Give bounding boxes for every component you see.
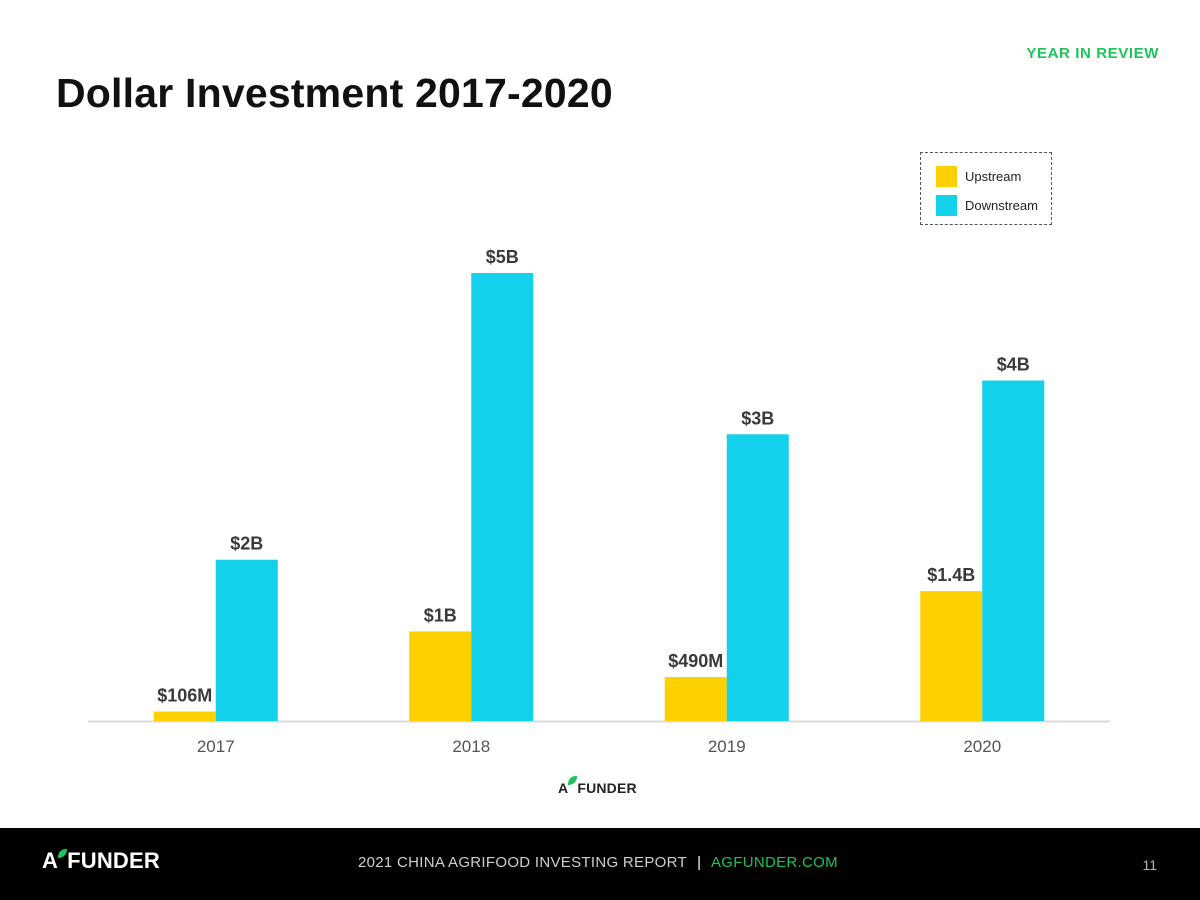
data-label-downstream-2018: $5B [486,247,519,267]
data-label-downstream-2020: $4B [997,355,1030,375]
x-tick-label-2019: 2019 [708,737,746,756]
legend-swatch-upstream [936,165,957,187]
footer-report-title: 2021 CHINA AGRIFOOD INVESTING REPORT [358,854,687,871]
data-label-upstream-2018: $1B [424,605,457,625]
chart-logo-text: FUNDER [577,780,637,796]
chart-logo: A FUNDER [558,775,637,796]
bar-upstream-2017 [153,711,216,721]
chart-logo-letter: A [558,780,569,796]
footer-url-link[interactable]: AGFUNDER.COM [710,854,838,871]
x-tick-label-2020: 2020 [963,737,1001,756]
data-label-upstream-2020: $1.4B [927,565,975,585]
bar-chart: $106M $2B 2017 $1B $5B 2018 $490M $3B 2019 $1.4B $… [88,247,1110,756]
legend-item-upstream: Upstream [936,165,1021,187]
x-tick-label-2018: 2018 [452,737,490,756]
legend-label-downstream: Downstream [965,197,1038,213]
footer-report-line: 2021 CHINA AGRIFOOD INVESTING REPORT | A… [358,854,838,871]
bar-upstream-2019 [664,677,727,721]
bar-downstream-2018 [471,273,534,721]
bar-upstream-2020 [920,591,983,721]
bar-downstream-2020 [982,380,1045,721]
data-label-downstream-2017: $2B [230,534,263,554]
footer-separator: | [697,854,702,871]
bar-downstream-2019 [726,434,789,721]
legend-item-downstream: Downstream [936,194,1038,216]
chart-legend: Upstream Downstream [920,152,1052,225]
page-number: 11 [1142,857,1157,873]
leaf-icon [58,848,68,858]
section-label: YEAR IN REVIEW [1026,45,1159,62]
bar-upstream-2018 [409,631,472,721]
page-title: Dollar Investment 2017-2020 [56,70,613,116]
data-label-upstream-2017: $106M [157,686,212,706]
legend-label-upstream: Upstream [965,168,1022,184]
leaf-icon [568,775,578,785]
footer-logo[interactable]: A FUNDER [42,848,160,874]
footer: A FUNDER 2021 CHINA AGRIFOOD INVESTING R… [0,828,1200,900]
x-tick-label-2017: 2017 [197,737,235,756]
footer-logo-letter: A [42,848,59,873]
footer-logo-text: FUNDER [67,848,160,873]
legend-swatch-downstream [936,194,957,216]
data-label-downstream-2019: $3B [741,408,774,428]
data-label-upstream-2019: $490M [668,651,723,671]
bar-downstream-2017 [215,559,278,721]
